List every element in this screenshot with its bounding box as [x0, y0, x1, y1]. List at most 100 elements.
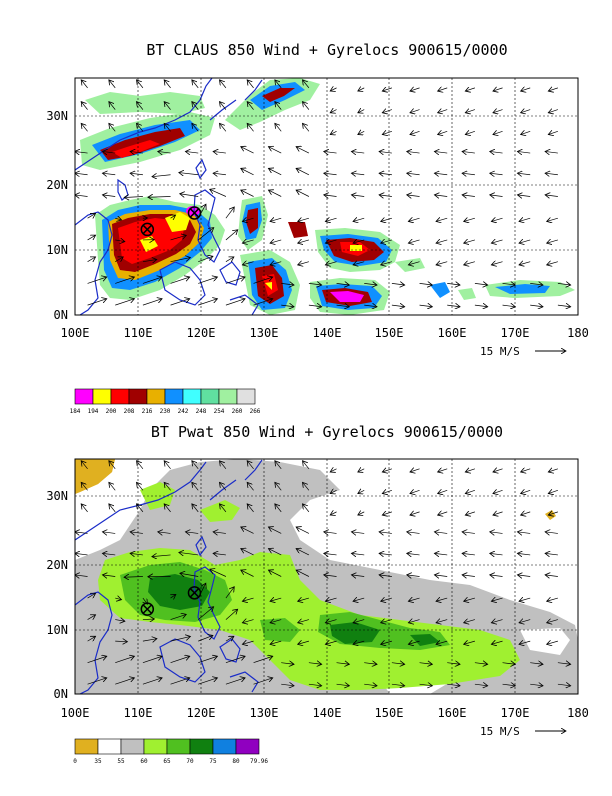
wind-vector: [324, 151, 337, 153]
wind-vector: [124, 197, 143, 198]
wind-vector: [358, 110, 364, 113]
wind-vector: [358, 512, 364, 515]
wind-vector: [298, 218, 309, 221]
wind-vector: [296, 168, 309, 174]
wind-vector: [351, 532, 364, 534]
wind-vector: [213, 151, 226, 153]
panel-title: BT CLAUS 850 Wind + Gyrelocs 900615/0000: [146, 41, 507, 59]
wind-vector: [462, 575, 475, 577]
wind-vector: [434, 575, 447, 577]
colorbar-label: 216: [142, 408, 153, 415]
wind-vector: [410, 490, 420, 493]
wind-vector: [75, 553, 88, 555]
panel-claus: BT CLAUS 850 Wind + Gyrelocs 900615/0000: [46, 41, 589, 415]
wind-vector: [465, 469, 475, 472]
wind-vector: [465, 88, 475, 91]
wind-vector: [420, 305, 433, 307]
wind-vector: [268, 147, 281, 153]
pwat-reference-vector: 15 M/S: [480, 725, 566, 738]
wind-vector: [330, 469, 336, 472]
wind-vector: [519, 240, 530, 243]
wind-vector: [521, 131, 531, 134]
colorbar-swatch: [237, 389, 255, 404]
wind-vector: [137, 461, 143, 469]
wind-vector: [192, 80, 198, 88]
wind-vector: [358, 469, 364, 472]
wind-vector: [465, 512, 475, 515]
wind-vector: [545, 173, 558, 175]
colorbar-swatch: [147, 389, 165, 404]
wind-vector: [296, 527, 309, 533]
wind-vector: [241, 147, 254, 153]
wind-vector: [462, 532, 475, 534]
wind-vector: [382, 512, 392, 515]
wind-vector: [490, 195, 503, 197]
wind-vector: [434, 173, 447, 175]
wind-vector: [164, 461, 170, 469]
wind-vector: [270, 218, 281, 221]
wind-vector: [410, 512, 420, 515]
wind-vector: [548, 110, 558, 113]
y-tick-label: 0N: [54, 308, 68, 322]
wind-vector: [438, 512, 448, 515]
wind-vector: [351, 195, 364, 197]
wind-vector: [545, 151, 558, 153]
wind-vector: [436, 262, 447, 265]
x-tick-label: 100E: [61, 326, 90, 340]
wind-vector: [298, 240, 309, 243]
colorbar-label: 230: [160, 408, 171, 415]
colorbar-swatch: [93, 389, 111, 404]
wind-vector: [379, 553, 392, 555]
colorbar-swatch: [190, 739, 213, 754]
wind-vector: [517, 173, 530, 175]
wind-vector: [392, 305, 405, 307]
colorbar-swatch: [111, 389, 129, 404]
wind-vector: [490, 575, 503, 577]
wind-vector: [379, 195, 392, 197]
pwat-x-axis: 100E 110E 120E 130E 140E 150E 160E 170E …: [61, 706, 589, 720]
wind-vector: [547, 240, 558, 243]
wind-vector: [521, 469, 531, 472]
wind-vector: [302, 504, 308, 512]
wind-vector: [493, 131, 503, 134]
wind-vector: [324, 173, 337, 175]
wind-vector: [493, 88, 503, 91]
wind-vector: [462, 173, 475, 175]
wind-vector: [517, 151, 530, 153]
x-tick-label: 150E: [375, 706, 404, 720]
wind-vector: [351, 553, 364, 555]
x-tick-label: 180: [567, 706, 589, 720]
colorbar-swatch: [75, 739, 98, 754]
wind-vector: [436, 240, 447, 243]
wind-vector: [547, 598, 558, 601]
colorbar-label: 200: [106, 408, 117, 415]
colorbar-swatch: [75, 389, 93, 404]
wind-vector: [382, 490, 392, 493]
wind-vector: [530, 305, 543, 307]
colorbar-swatch: [183, 389, 201, 404]
wind-vector: [462, 151, 475, 153]
wind-vector: [296, 190, 309, 196]
wind-vector: [547, 218, 558, 221]
wind-vector: [420, 283, 433, 285]
wind-vector: [490, 173, 503, 175]
wind-vector: [324, 195, 337, 197]
wind-vector: [558, 305, 571, 307]
wind-vector: [436, 218, 447, 221]
y-tick-label: 10N: [46, 623, 68, 637]
wind-vector: [137, 80, 143, 88]
wind-vector: [490, 553, 503, 555]
wind-vector: [475, 283, 488, 285]
wind-vector: [438, 490, 448, 493]
wind-vector: [493, 512, 503, 515]
wind-vector: [102, 173, 115, 175]
wind-vector: [408, 240, 419, 243]
wind-vector: [102, 195, 115, 197]
wind-vector: [519, 598, 530, 601]
wind-vector: [382, 88, 392, 91]
wind-vector: [521, 88, 531, 91]
wind-vector: [408, 218, 419, 221]
x-tick-label: 130E: [250, 326, 279, 340]
wind-vector: [545, 553, 558, 555]
